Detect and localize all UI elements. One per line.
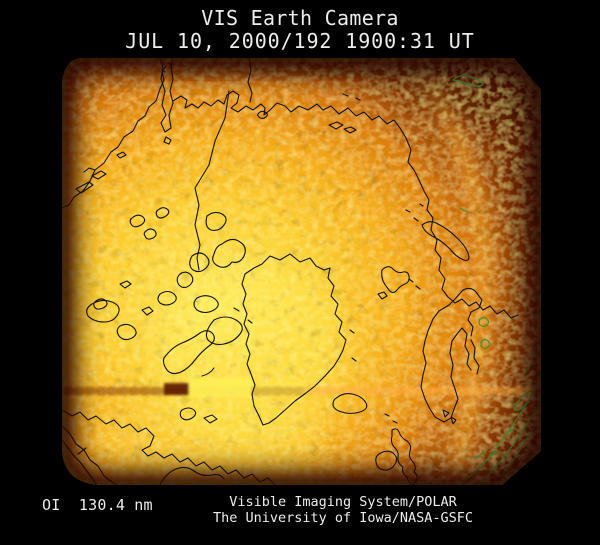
telemetry-stripe bbox=[62, 378, 541, 397]
earth-uv-image-canvas bbox=[62, 58, 541, 485]
fov-vignette bbox=[62, 58, 541, 485]
credit-institution: The University of Iowa/NASA-GSFC bbox=[212, 509, 474, 526]
uv-glow-texture bbox=[62, 58, 541, 485]
dropout-bright-block bbox=[189, 378, 251, 397]
dropout-dark-block bbox=[164, 383, 189, 395]
page-title: VIS Earth Camera bbox=[201, 6, 399, 30]
credit-instrument: Visible Imaging System/POLAR bbox=[229, 494, 457, 510]
image-timestamp: JUL 10, 2000/192 1900:31 UT bbox=[125, 29, 475, 53]
wavelength-label: OI 130.4 nm bbox=[42, 496, 153, 514]
credit-block: Visible Imaging System/POLAR The Univers… bbox=[204, 494, 482, 526]
earth-uv-image bbox=[62, 58, 541, 485]
